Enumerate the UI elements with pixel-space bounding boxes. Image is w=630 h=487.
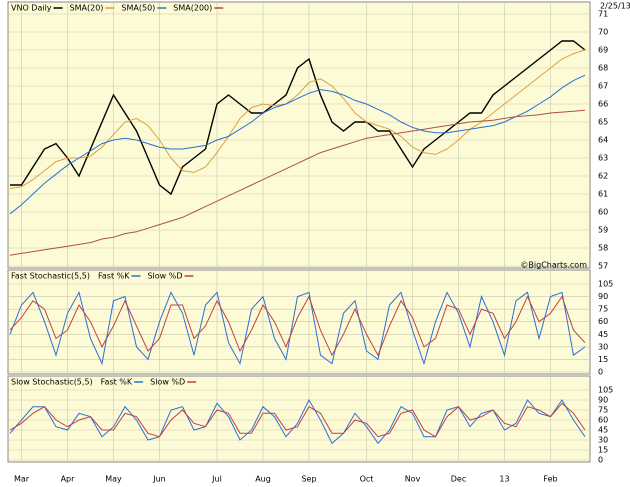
series-line bbox=[10, 40, 586, 196]
x-tick-label: Oct bbox=[360, 475, 374, 484]
legend-label: SMA(20) bbox=[70, 4, 104, 13]
y-tick-label: 68 bbox=[598, 64, 608, 73]
x-tick-label: Apr bbox=[61, 475, 76, 484]
y-tick-label: 75 bbox=[598, 406, 608, 415]
series-line bbox=[9, 109, 586, 256]
y-tick-label: 70 bbox=[598, 28, 608, 37]
legend-label: Slow %D bbox=[150, 378, 185, 387]
y-tick-label: 105 bbox=[598, 386, 613, 395]
series-line bbox=[9, 74, 586, 215]
y-tick-label: 60 bbox=[598, 208, 608, 217]
legend-label: SMA(50) bbox=[121, 4, 155, 13]
y-tick-label: 60 bbox=[598, 317, 608, 326]
panel-title: Slow Stochastic(5,5) bbox=[11, 378, 93, 387]
y-tick-label: 45 bbox=[598, 330, 608, 339]
y-tick-label: 69 bbox=[598, 46, 608, 55]
y-tick-label: 60 bbox=[598, 416, 608, 425]
y-tick-label: 71 bbox=[598, 10, 608, 19]
y-tick-label: 65 bbox=[598, 118, 608, 127]
plot-area bbox=[7, 375, 591, 463]
x-tick-label: May bbox=[105, 475, 122, 484]
y-tick-label: 0 bbox=[598, 456, 603, 465]
legend-label: Fast %K bbox=[101, 378, 133, 387]
y-tick-label: 57 bbox=[598, 262, 608, 271]
x-tick-label: Feb bbox=[543, 475, 557, 484]
y-tick-label: 58 bbox=[598, 244, 608, 253]
series-line bbox=[9, 402, 586, 438]
y-tick-label: 90 bbox=[598, 292, 608, 301]
y-tick-label: 61 bbox=[598, 190, 608, 199]
x-tick-label: Mar bbox=[14, 475, 30, 484]
legend-label: Slow %D bbox=[147, 272, 182, 281]
y-tick-label: 63 bbox=[598, 154, 608, 163]
x-tick-label: Nov bbox=[405, 475, 421, 484]
plot-area bbox=[7, 1, 591, 269]
x-tick-label: Jun bbox=[152, 475, 166, 484]
y-tick-label: 105 bbox=[598, 280, 613, 289]
y-tick-label: 15 bbox=[598, 446, 608, 455]
credit: ©BigCharts.com bbox=[520, 261, 587, 270]
legend-label: SMA(200) bbox=[173, 4, 212, 13]
chart-date: 2/25/13 bbox=[600, 2, 630, 11]
x-tick-label: Aug bbox=[255, 475, 271, 484]
x-tick-label: Dec bbox=[451, 475, 466, 484]
x-tick-label: Sep bbox=[301, 475, 316, 484]
legend-label: Fast %K bbox=[98, 272, 130, 281]
y-tick-label: 75 bbox=[598, 305, 608, 314]
y-tick-label: 90 bbox=[598, 396, 608, 405]
panel-title: Fast Stochastic(5,5) bbox=[11, 272, 90, 281]
y-tick-label: 62 bbox=[598, 172, 608, 181]
series-line bbox=[9, 291, 586, 366]
y-tick-label: 66 bbox=[598, 100, 608, 109]
y-tick-label: 64 bbox=[598, 136, 608, 145]
y-tick-label: 0 bbox=[598, 368, 603, 377]
series-line bbox=[9, 49, 586, 190]
x-tick-label: 13 bbox=[499, 475, 509, 484]
series-line bbox=[9, 295, 586, 357]
series-line bbox=[9, 398, 586, 445]
legend-label: VNO Daily bbox=[11, 4, 52, 13]
y-tick-label: 30 bbox=[598, 342, 608, 351]
y-tick-label: 67 bbox=[598, 82, 608, 91]
y-tick-label: 30 bbox=[598, 436, 608, 445]
y-tick-label: 15 bbox=[598, 355, 608, 364]
y-tick-label: 45 bbox=[598, 426, 608, 435]
y-tick-label: 59 bbox=[598, 226, 608, 235]
x-tick-label: Jul bbox=[211, 475, 222, 484]
